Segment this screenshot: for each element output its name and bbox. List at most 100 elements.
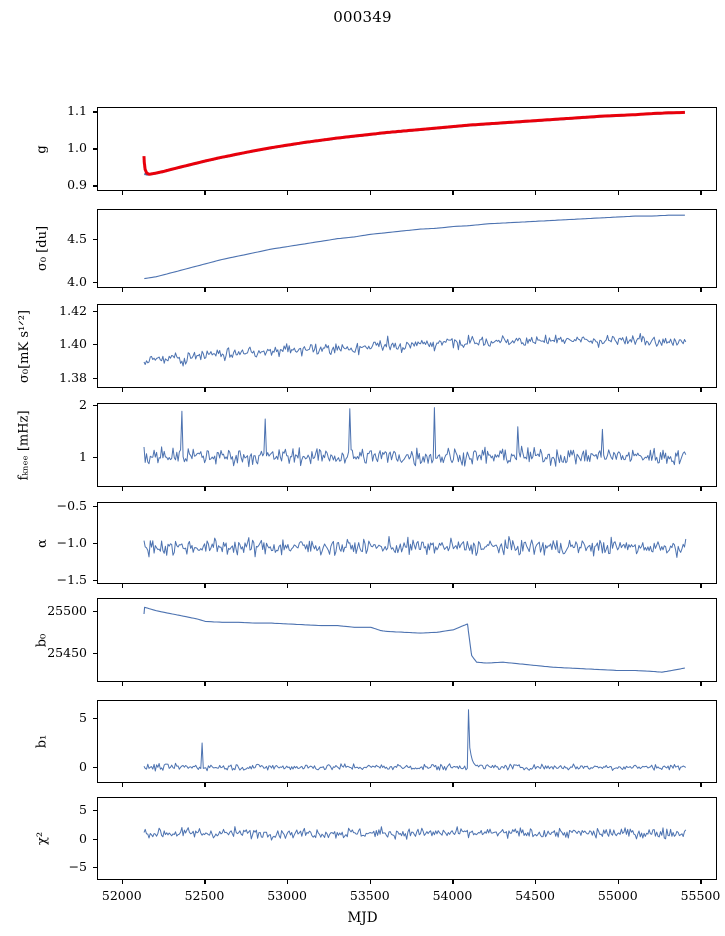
y-tick-mark	[93, 579, 97, 581]
plot-panel-fmHz-3	[97, 403, 717, 487]
y-tick-mark	[93, 238, 97, 240]
y-axis-label: b₀	[34, 633, 50, 647]
x-tick-mark	[369, 783, 371, 787]
y-axis-label: χ²	[34, 831, 50, 846]
y-tick-mark	[93, 405, 97, 407]
y-tick-label: 25500	[47, 603, 87, 619]
x-tick-mark	[204, 880, 206, 884]
x-tick-mark	[452, 584, 454, 588]
x-axis-label: MJD	[347, 910, 378, 926]
x-tick-label: 52500	[184, 888, 225, 903]
y-tick-mark	[93, 185, 97, 187]
y-tick-label: 0	[79, 758, 87, 774]
x-tick-mark	[700, 584, 702, 588]
x-tick-mark	[204, 487, 206, 491]
y-tick-label: 1.1	[67, 103, 87, 119]
y-tick-mark	[93, 377, 97, 379]
y-tick-label: 5	[79, 710, 87, 726]
y-tick-label: 4.5	[67, 230, 87, 246]
y-tick-mark	[93, 766, 97, 768]
y-tick-label: −1.0	[56, 535, 87, 550]
y-tick-mark	[93, 867, 97, 869]
y-tick-mark	[93, 809, 97, 811]
x-tick-label: 54500	[515, 888, 555, 903]
x-tick-mark	[535, 880, 537, 884]
y-axis-label: b₁	[34, 734, 50, 749]
y-tick-mark	[93, 310, 97, 312]
plot-panel--7	[97, 797, 717, 880]
y-tick-label: 0.9	[67, 177, 87, 193]
x-tick-mark	[535, 783, 537, 787]
x-tick-mark	[452, 880, 454, 884]
x-tick-mark	[121, 487, 123, 491]
x-tick-mark	[121, 682, 123, 686]
y-tick-label: −1.5	[56, 571, 87, 587]
y-tick-label: 5	[79, 801, 87, 817]
y-tick-mark	[93, 543, 97, 545]
y-tick-mark	[93, 148, 97, 150]
x-tick-mark	[369, 487, 371, 491]
x-tick-mark	[700, 783, 702, 787]
x-tick-mark	[535, 584, 537, 588]
x-tick-mark	[700, 682, 702, 686]
y-axis-label: fₖₙₑₑ [mHz]	[16, 409, 32, 481]
x-tick-mark	[204, 584, 206, 588]
x-tick-mark	[287, 682, 289, 686]
y-tick-label: 1.38	[59, 369, 87, 385]
x-tick-mark	[700, 288, 702, 292]
x-tick-label: 55500	[680, 888, 721, 903]
y-tick-label: 1.42	[59, 302, 87, 318]
y-tick-mark	[93, 611, 97, 613]
plot-panel-du-1	[97, 209, 717, 288]
y-tick-label: 1.40	[59, 336, 87, 352]
x-tick-mark	[121, 783, 123, 787]
x-tick-mark	[700, 388, 702, 392]
x-tick-mark	[287, 288, 289, 292]
x-tick-label: 55000	[597, 888, 638, 903]
x-tick-label: 52000	[101, 888, 142, 903]
x-tick-mark	[617, 288, 619, 292]
x-tick-mark	[535, 487, 537, 491]
y-tick-label: 25450	[47, 644, 87, 660]
x-tick-mark	[535, 288, 537, 292]
x-tick-mark	[204, 682, 206, 686]
x-tick-mark	[287, 880, 289, 884]
x-tick-mark	[617, 682, 619, 686]
x-tick-mark	[287, 487, 289, 491]
x-tick-mark	[204, 288, 206, 292]
y-axis-label: α	[34, 538, 50, 548]
x-tick-mark	[121, 584, 123, 588]
y-tick-label: 2	[79, 397, 87, 413]
x-tick-mark	[121, 388, 123, 392]
y-tick-mark	[93, 838, 97, 840]
x-tick-mark	[287, 388, 289, 392]
plot-panel-g-0	[97, 107, 717, 191]
y-tick-label: −5	[68, 859, 87, 875]
y-axis-label: σ₀[mK s¹ᐟ²]	[16, 309, 32, 383]
x-tick-mark	[617, 584, 619, 588]
x-tick-mark	[204, 191, 206, 195]
x-tick-label: 53000	[267, 888, 307, 903]
plot-panel-b-5	[97, 598, 717, 682]
x-tick-mark	[369, 388, 371, 392]
x-tick-mark	[700, 487, 702, 491]
x-tick-mark	[617, 880, 619, 884]
y-tick-mark	[93, 456, 97, 459]
x-tick-mark	[617, 783, 619, 787]
x-tick-mark	[535, 388, 537, 392]
x-tick-mark	[452, 388, 454, 392]
x-tick-mark	[452, 682, 454, 686]
y-tick-label: −0.5	[56, 498, 87, 514]
x-tick-mark	[452, 191, 454, 195]
y-tick-mark	[93, 652, 97, 654]
x-tick-mark	[452, 783, 454, 787]
plot-panel--4	[97, 502, 717, 584]
y-tick-label: 4.0	[67, 273, 87, 289]
y-tick-mark	[93, 281, 97, 284]
x-tick-mark	[700, 880, 702, 884]
y-tick-mark	[93, 506, 97, 508]
plot-panel-b-6	[97, 700, 717, 783]
x-tick-label: 54000	[432, 888, 473, 903]
x-tick-mark	[121, 288, 123, 292]
